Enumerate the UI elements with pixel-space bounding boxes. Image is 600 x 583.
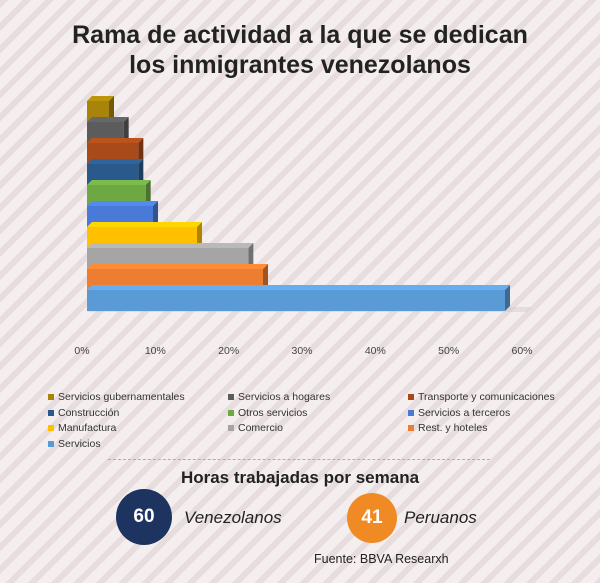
bar-side <box>145 180 151 206</box>
legend-item: Construcción <box>48 406 228 421</box>
legend-swatch <box>408 394 414 401</box>
bar-servicios-a-hogares <box>87 117 129 143</box>
bar-front <box>87 248 249 269</box>
bar-top <box>87 138 144 143</box>
bar-top <box>87 180 151 185</box>
legend-item: Servicios <box>48 437 228 452</box>
bar-front <box>87 164 139 185</box>
bar-front <box>87 122 124 143</box>
bar-transporte-y-comunicaciones <box>87 138 144 164</box>
bar-servicios-a-terceros <box>87 201 158 227</box>
legend-swatch <box>228 425 234 432</box>
legend-label: Comercio <box>238 422 283 435</box>
legend-label: Servicios <box>58 437 101 450</box>
bar-top <box>87 243 254 248</box>
bar-side <box>248 243 254 269</box>
legend-item: Transporte y comunicaciones <box>408 390 588 405</box>
x-tick-label: 40% <box>365 345 386 357</box>
peruanos-hours-badge: 41 <box>347 493 397 543</box>
legend-swatch <box>48 409 54 416</box>
legend-label: Servicios a terceros <box>418 406 511 419</box>
bar-top <box>87 96 114 101</box>
bar-front <box>87 227 197 248</box>
bar-front <box>87 206 153 227</box>
legend-swatch <box>228 394 234 401</box>
x-tick-label: 10% <box>145 345 166 357</box>
x-tick-label: 20% <box>218 345 239 357</box>
legend-item: Rest. y hoteles <box>408 421 588 436</box>
venezolanos-hours-badge: 60 <box>116 489 172 545</box>
bar-front <box>87 185 146 206</box>
bar-side <box>138 138 144 164</box>
legend-label: Servicios a hogares <box>238 391 331 404</box>
legend-label: Rest. y hoteles <box>418 422 488 435</box>
bar-top <box>87 264 268 269</box>
venezolanos-label: Venezolanos <box>184 508 282 527</box>
chart-title: Rama de actividad a la que se dedican lo… <box>0 20 600 80</box>
bar-top <box>87 285 510 290</box>
legend-swatch <box>408 425 414 432</box>
x-tick-label: 60% <box>511 345 532 357</box>
bar-side <box>123 117 129 143</box>
bar-top <box>87 201 158 206</box>
x-tick-label: 30% <box>291 345 312 357</box>
bar-construcción <box>87 159 144 185</box>
bar-rest-y-hoteles <box>87 264 268 290</box>
bar-comercio <box>87 243 254 269</box>
bar-front <box>87 269 263 290</box>
legend-label: Manufactura <box>58 422 117 435</box>
bar-top <box>87 159 144 164</box>
bar-side <box>197 222 202 248</box>
section-divider <box>108 459 490 460</box>
hours-title: Horas trabajadas por semana <box>180 468 420 487</box>
legend-item: Servicios a hogares <box>228 390 408 405</box>
legend-item: Manufactura <box>48 421 228 436</box>
legend-label: Construcción <box>58 406 120 419</box>
legend-label: Servicios gubernamentales <box>58 391 185 404</box>
legend-swatch <box>48 425 54 432</box>
bar-front <box>87 290 505 311</box>
bar-top <box>87 117 129 122</box>
legend-swatch <box>48 440 54 447</box>
bar-manufactura <box>87 222 202 248</box>
bar-front <box>87 101 109 122</box>
bar-side <box>109 96 114 122</box>
bar-otros-servicios <box>87 180 151 206</box>
peruanos-label: Peruanos <box>404 508 477 527</box>
bar-side <box>138 159 144 185</box>
bar-servicios-gubernamentales <box>87 96 114 122</box>
legend-item: Servicios gubernamentales <box>48 390 228 405</box>
legend-item: Otros servicios <box>228 406 408 421</box>
legend-swatch <box>228 409 234 416</box>
bar-chart: 0% 10% 20% 30% 40% 50% 60% <box>74 96 533 357</box>
legend-label: Otros servicios <box>238 406 308 419</box>
source-note: Fuente: BBVA Researxh <box>314 552 449 566</box>
bar-side <box>153 201 158 227</box>
bar-side <box>505 285 510 311</box>
bar-front <box>87 143 139 164</box>
legend-swatch <box>48 394 54 401</box>
legend-item: Comercio <box>228 421 408 436</box>
bar-servicios <box>87 285 510 311</box>
x-tick-label: 50% <box>438 345 459 357</box>
legend-item: Servicios a terceros <box>408 406 588 421</box>
bar-top <box>87 222 202 227</box>
bar-side <box>263 264 268 290</box>
legend-swatch <box>408 409 414 416</box>
chart-title-line-2: los inmigrantes venezolanos <box>129 51 471 79</box>
legend-label: Transporte y comunicaciones <box>418 391 555 404</box>
chart-title-line-1: Rama de actividad a la que se dedican <box>72 21 528 49</box>
chart-legend: Servicios gubernamentales Servicios a hog… <box>48 390 588 451</box>
x-tick-label: 0% <box>74 345 89 357</box>
